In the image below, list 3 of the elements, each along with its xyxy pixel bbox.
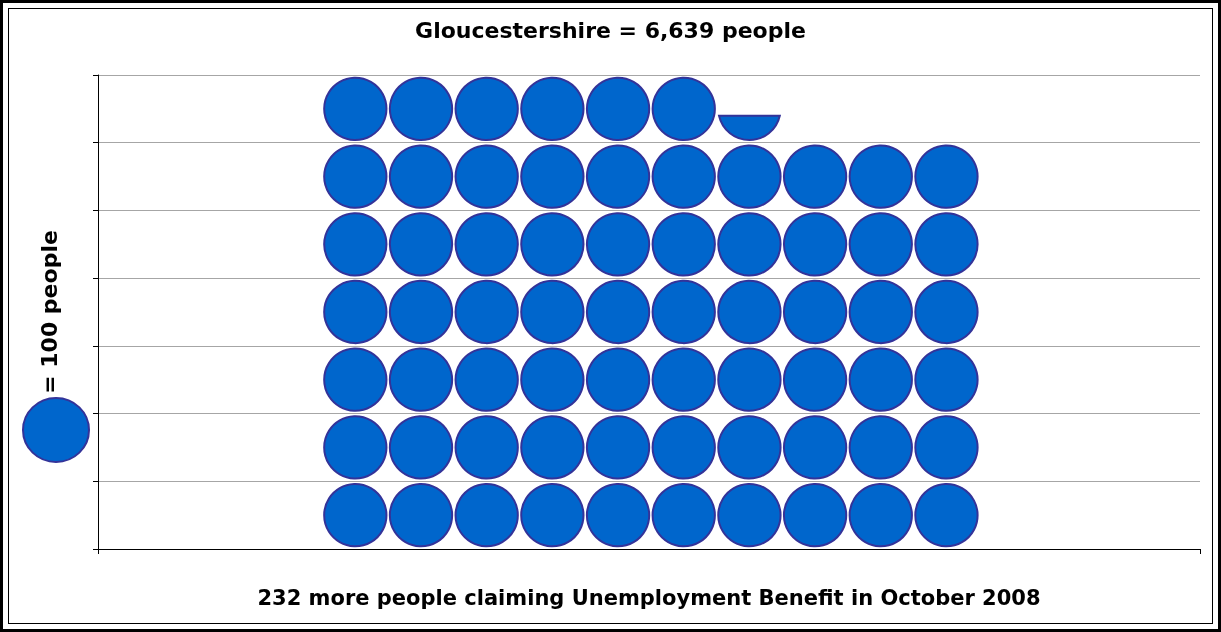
text: 232 more people claiming Unemployment Benefit in October 2008 xyxy=(257,585,1041,610)
data-label: Gloucestershire = 6,639 people xyxy=(415,17,806,43)
data-label: = 100 people xyxy=(36,230,62,394)
